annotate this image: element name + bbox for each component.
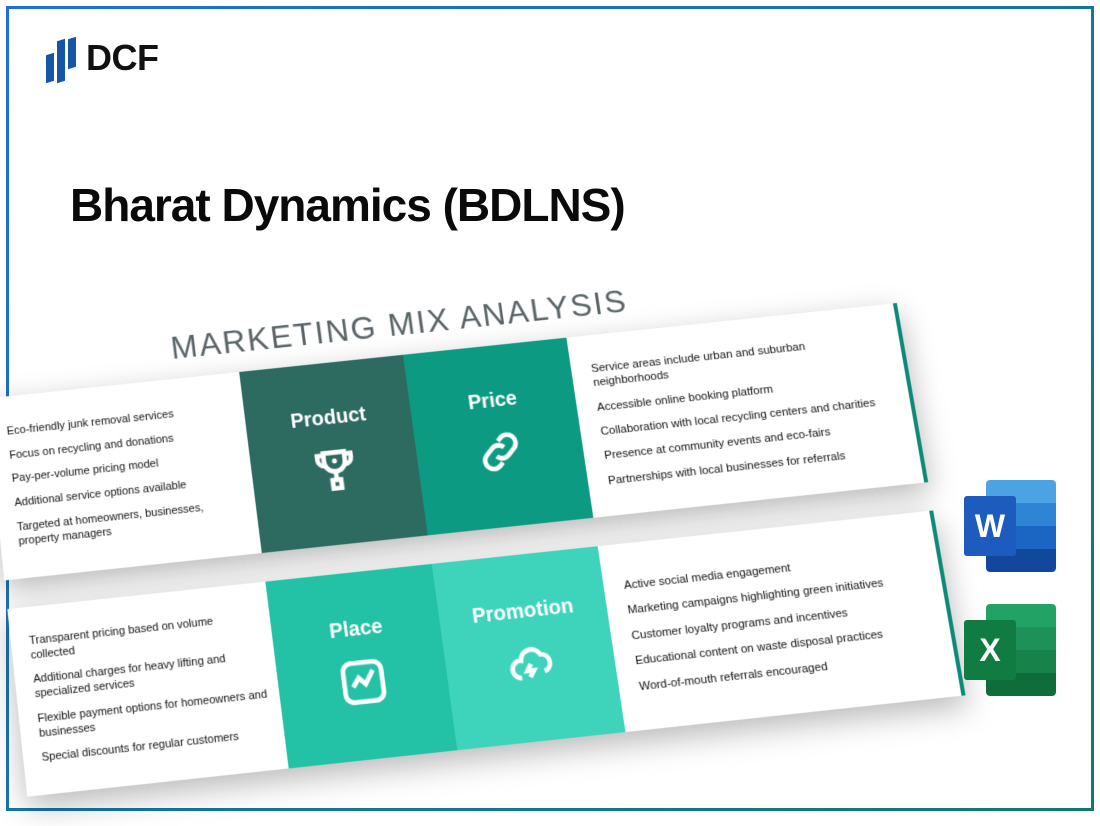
excel-letter: X [964,620,1016,680]
logo-bars-icon [46,34,76,82]
mix-card-product: Product [239,355,428,553]
link-icon [471,424,529,485]
mix-card-label: Place [328,615,384,644]
logo: DCF [46,34,159,82]
cloud-icon [501,635,560,697]
mix-card-price: Price [403,338,593,536]
word-letter: W [964,496,1016,556]
mix-card-label: Price [467,387,519,415]
mix-card-place: Place [265,564,457,769]
chart-icon [334,653,392,716]
trophy-icon [307,442,364,503]
page-title: Bharat Dynamics (BDLNS) [70,178,625,232]
mix-right-list: Service areas include urban and suburban… [566,303,924,517]
app-icons: W X [964,480,1056,696]
mix-card-label: Product [289,403,367,434]
mix-card-label: Promotion [471,595,575,629]
mix-left-list: Transparent pricing based on volume coll… [7,582,288,797]
mix-right-list: Active social media engagementMarketing … [598,511,962,732]
excel-icon[interactable]: X [964,604,1056,696]
logo-text: DCF [86,37,159,79]
mix-left-list: Eco-friendly junk removal servicesFocus … [0,372,262,580]
word-icon[interactable]: W [964,480,1056,572]
mix-card-promotion: Promotion [432,546,626,750]
